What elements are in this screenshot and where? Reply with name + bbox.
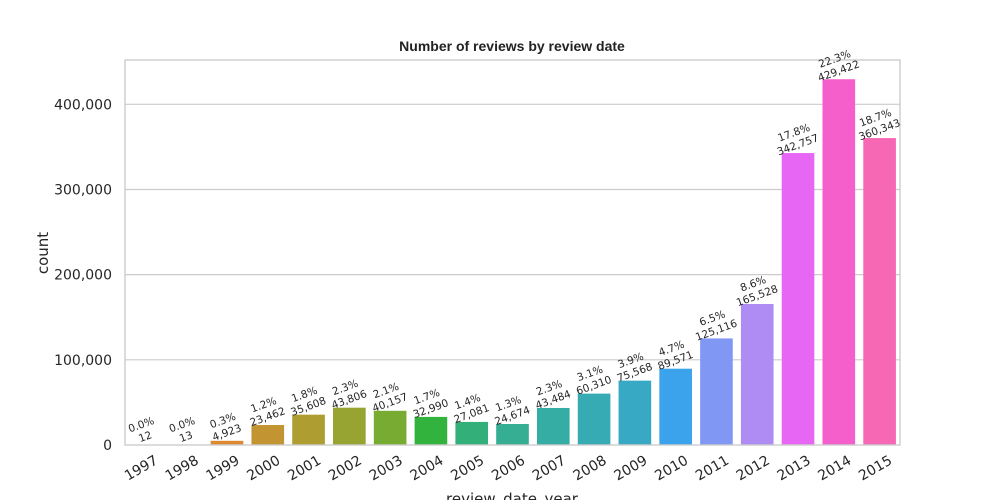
- bar-2007: [536, 407, 570, 445]
- y-tick-label: 200,000: [54, 268, 112, 284]
- x-tick-label: 2009: [611, 453, 650, 485]
- bar-2004: [414, 416, 448, 445]
- x-tick-label: 2008: [571, 453, 610, 485]
- y-axis-ticks: 0 100,000 200,000 300,000 400,000: [54, 97, 112, 454]
- y-tick-label: 400,000: [54, 97, 112, 113]
- x-tick-label: 2003: [367, 453, 406, 485]
- plot-frame: [124, 59, 901, 446]
- bar-2011: [700, 338, 733, 445]
- bar-2010: [659, 368, 692, 445]
- y-tick-label: 0: [103, 438, 112, 454]
- x-tick-label: 1999: [204, 453, 243, 485]
- x-tick-label: 2013: [775, 453, 814, 485]
- x-axis-ticks: 1997 1998 1999 2000 2001 2002 2003 2004 2005 2006…: [122, 453, 895, 485]
- x-tick-label: 1998: [163, 453, 202, 485]
- bars: [129, 79, 896, 445]
- bar-2002: [333, 407, 366, 445]
- x-axis-label: review_date_year: [446, 490, 579, 500]
- x-tick-label: 2011: [693, 453, 732, 485]
- x-tick-label: 2010: [652, 453, 691, 485]
- bar-2003: [373, 410, 407, 445]
- x-tick-label: 2014: [815, 453, 854, 485]
- chart-title: Number of reviews by review date: [399, 38, 625, 54]
- x-tick-label: 1997: [122, 453, 161, 485]
- x-tick-label: 2001: [285, 453, 324, 485]
- x-tick-label: 2000: [244, 453, 283, 485]
- bar-2009: [618, 380, 652, 445]
- bar-1999: [210, 440, 244, 445]
- y-tick-label: 100,000: [54, 353, 112, 369]
- value-label: 12: [137, 429, 154, 445]
- bar-2005: [455, 421, 489, 445]
- bar-2015: [863, 138, 896, 445]
- bar-2013: [781, 153, 815, 445]
- y-tick-label: 300,000: [54, 182, 112, 198]
- bar-2014: [822, 79, 856, 445]
- x-tick-label: 2005: [448, 453, 487, 485]
- bar-2008: [577, 393, 611, 445]
- bar-2006: [496, 423, 529, 445]
- bar-2000: [251, 425, 285, 445]
- bar-2012: [740, 304, 774, 445]
- x-tick-label: 2012: [734, 453, 773, 485]
- value-label: 13: [178, 429, 195, 445]
- x-tick-label: 2007: [530, 453, 569, 485]
- y-axis-label: count: [34, 232, 52, 274]
- x-tick-label: 2006: [489, 453, 528, 485]
- bar-2001: [292, 414, 325, 445]
- x-tick-label: 2015: [856, 453, 895, 485]
- x-tick-label: 2004: [407, 453, 446, 485]
- x-tick-label: 2002: [326, 453, 365, 485]
